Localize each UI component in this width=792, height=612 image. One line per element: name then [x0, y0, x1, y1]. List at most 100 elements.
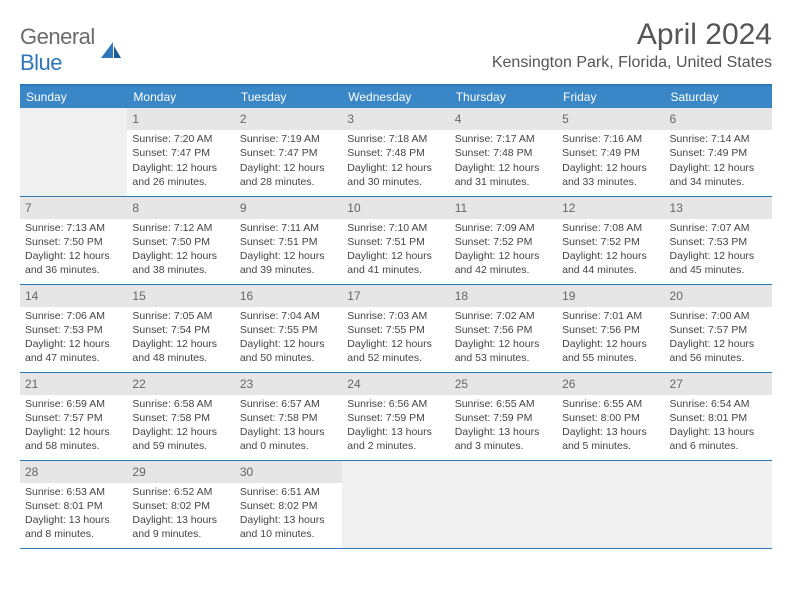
- calendar-day-cell: 1Sunrise: 7:20 AMSunset: 7:47 PMDaylight…: [127, 108, 234, 196]
- calendar-day-cell: 30Sunrise: 6:51 AMSunset: 8:02 PMDayligh…: [235, 460, 342, 548]
- calendar-day-cell: 24Sunrise: 6:56 AMSunset: 7:59 PMDayligh…: [342, 372, 449, 460]
- daylight-line: Daylight: 13 hours and 9 minutes.: [132, 513, 229, 541]
- day-number: 19: [557, 285, 664, 307]
- daylight-line: Daylight: 12 hours and 58 minutes.: [25, 425, 122, 453]
- calendar-day-cell: 20Sunrise: 7:00 AMSunset: 7:57 PMDayligh…: [665, 284, 772, 372]
- sunset-line: Sunset: 8:01 PM: [670, 411, 767, 425]
- calendar-day-cell: 28 Sunrise: 6:53 AMSunset: 8:01 PMDayligh…: [20, 460, 127, 548]
- sunset-line: Sunset: 7:49 PM: [562, 146, 659, 160]
- calendar-week-row: 7Sunrise: 7:13 AMSunset: 7:50 PMDaylight…: [20, 196, 772, 284]
- sunrise-line: Sunrise: 6:56 AM: [347, 397, 444, 411]
- day-number: 1: [127, 108, 234, 130]
- day-number: 13: [665, 197, 772, 219]
- sunset-line: Sunset: 7:52 PM: [562, 235, 659, 249]
- calendar-day-cell: 29Sunrise: 6:52 AMSunset: 8:02 PMDayligh…: [127, 460, 234, 548]
- daylight-line: Daylight: 12 hours and 33 minutes.: [562, 161, 659, 189]
- sail-icon: [99, 40, 123, 60]
- sunset-line: Sunset: 8:02 PM: [132, 499, 229, 513]
- calendar-day-cell: 22Sunrise: 6:58 AMSunset: 7:58 PMDayligh…: [127, 372, 234, 460]
- daylight-line: Daylight: 13 hours and 8 minutes.: [25, 513, 122, 541]
- calendar-day-cell: 26Sunrise: 6:55 AMSunset: 8:00 PMDayligh…: [557, 372, 664, 460]
- day-number: 15: [127, 285, 234, 307]
- sunset-line: Sunset: 7:58 PM: [240, 411, 337, 425]
- sunrise-line: Sunrise: 7:14 AM: [670, 132, 767, 146]
- sunrise-line: Sunrise: 7:17 AM: [455, 132, 552, 146]
- daylight-line: Daylight: 12 hours and 47 minutes.: [25, 337, 122, 365]
- sunrise-line: Sunrise: 6:53 AM: [25, 485, 122, 499]
- daylight-line: Daylight: 13 hours and 3 minutes.: [455, 425, 552, 453]
- day-number: 22: [127, 373, 234, 395]
- daylight-line: Daylight: 12 hours and 53 minutes.: [455, 337, 552, 365]
- day-number: 24: [342, 373, 449, 395]
- day-number: 16: [235, 285, 342, 307]
- daylight-line: Daylight: 12 hours and 45 minutes.: [670, 249, 767, 277]
- sunrise-line: Sunrise: 7:03 AM: [347, 309, 444, 323]
- sunrise-line: Sunrise: 6:55 AM: [562, 397, 659, 411]
- calendar-day-cell: 7Sunrise: 7:13 AMSunset: 7:50 PMDaylight…: [20, 196, 127, 284]
- day-number: 29: [127, 461, 234, 483]
- sunset-line: Sunset: 7:48 PM: [347, 146, 444, 160]
- sunset-line: Sunset: 7:47 PM: [132, 146, 229, 160]
- day-number: 3: [342, 108, 449, 130]
- sunrise-line: Sunrise: 7:20 AM: [132, 132, 229, 146]
- day-number: 26: [557, 373, 664, 395]
- sunrise-line: Sunrise: 7:09 AM: [455, 221, 552, 235]
- daylight-line: Daylight: 12 hours and 38 minutes.: [132, 249, 229, 277]
- calendar-day-cell: 21 Sunrise: 6:59 AMSunset: 7:57 PMDayligh…: [20, 372, 127, 460]
- weekday-header: Friday: [557, 85, 664, 108]
- sunset-line: Sunset: 7:57 PM: [670, 323, 767, 337]
- day-number: 8: [127, 197, 234, 219]
- weekday-header: Monday: [127, 85, 234, 108]
- calendar-body: 1Sunrise: 7:20 AMSunset: 7:47 PMDaylight…: [20, 108, 772, 548]
- day-number: 23: [235, 373, 342, 395]
- daylight-line: Daylight: 13 hours and 0 minutes.: [240, 425, 337, 453]
- day-number: 11: [450, 197, 557, 219]
- day-number: 6: [665, 108, 772, 130]
- sunrise-line: Sunrise: 6:58 AM: [132, 397, 229, 411]
- calendar-day-cell: 11 Sunrise: 7:09 AMSunset: 7:52 PMDayligh…: [450, 196, 557, 284]
- weekday-header: Wednesday: [342, 85, 449, 108]
- day-number: 27: [665, 373, 772, 395]
- weekday-header: Tuesday: [235, 85, 342, 108]
- calendar-day-cell: 6Sunrise: 7:14 AMSunset: 7:49 PMDaylight…: [665, 108, 772, 196]
- daylight-line: Daylight: 12 hours and 31 minutes.: [455, 161, 552, 189]
- sunrise-line: Sunrise: 7:08 AM: [562, 221, 659, 235]
- daylight-line: Daylight: 12 hours and 42 minutes.: [455, 249, 552, 277]
- sunset-line: Sunset: 7:57 PM: [25, 411, 122, 425]
- title-block: April 2024 Kensington Park, Florida, Uni…: [492, 18, 772, 72]
- sunset-line: Sunset: 7:56 PM: [455, 323, 552, 337]
- sunrise-line: Sunrise: 7:06 AM: [25, 309, 122, 323]
- sunset-line: Sunset: 7:52 PM: [455, 235, 552, 249]
- daylight-line: Daylight: 12 hours and 59 minutes.: [132, 425, 229, 453]
- sunset-line: Sunset: 8:01 PM: [25, 499, 122, 513]
- day-number: 21: [20, 373, 127, 395]
- calendar-day-cell: 3Sunrise: 7:18 AMSunset: 7:48 PMDaylight…: [342, 108, 449, 196]
- day-number: 30: [235, 461, 342, 483]
- daylight-line: Daylight: 12 hours and 48 minutes.: [132, 337, 229, 365]
- daylight-line: Daylight: 12 hours and 50 minutes.: [240, 337, 337, 365]
- calendar-day-cell: 16Sunrise: 7:04 AMSunset: 7:55 PMDayligh…: [235, 284, 342, 372]
- sunset-line: Sunset: 7:48 PM: [455, 146, 552, 160]
- month-title: April 2024: [492, 18, 772, 52]
- logo-text-gray: General: [20, 24, 95, 49]
- sunrise-line: Sunrise: 6:59 AM: [25, 397, 122, 411]
- sunrise-line: Sunrise: 7:18 AM: [347, 132, 444, 146]
- day-number: 5: [557, 108, 664, 130]
- sunrise-line: Sunrise: 7:02 AM: [455, 309, 552, 323]
- sunset-line: Sunset: 7:47 PM: [240, 146, 337, 160]
- calendar-empty-cell: [557, 460, 664, 548]
- day-number: 28: [20, 461, 127, 483]
- calendar-day-cell: 13Sunrise: 7:07 AMSunset: 7:53 PMDayligh…: [665, 196, 772, 284]
- sunset-line: Sunset: 7:59 PM: [455, 411, 552, 425]
- day-number: 20: [665, 285, 772, 307]
- sunset-line: Sunset: 7:53 PM: [670, 235, 767, 249]
- weekday-header: Thursday: [450, 85, 557, 108]
- daylight-line: Daylight: 12 hours and 39 minutes.: [240, 249, 337, 277]
- sunrise-line: Sunrise: 6:57 AM: [240, 397, 337, 411]
- sunset-line: Sunset: 8:00 PM: [562, 411, 659, 425]
- sunset-line: Sunset: 7:50 PM: [25, 235, 122, 249]
- calendar-day-cell: 4Sunrise: 7:17 AMSunset: 7:48 PMDaylight…: [450, 108, 557, 196]
- calendar-empty-cell: [450, 460, 557, 548]
- logo: General Blue: [20, 18, 123, 76]
- day-number: 12: [557, 197, 664, 219]
